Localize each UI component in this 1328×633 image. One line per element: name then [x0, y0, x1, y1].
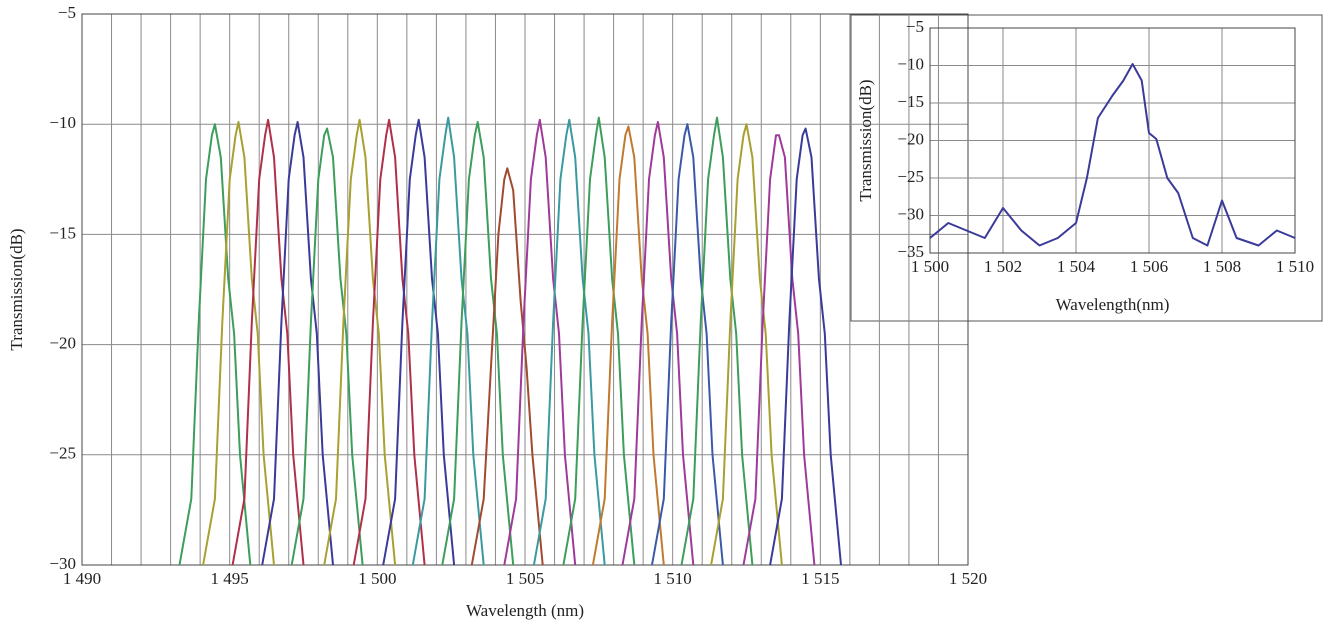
spectrum-line: [352, 118, 426, 566]
y-tick-label: −25: [897, 167, 924, 186]
x-tick-label: 1 520: [949, 569, 987, 588]
spectrum-line: [742, 134, 816, 566]
y-tick-label: −15: [49, 223, 76, 242]
spectrum-line: [178, 123, 252, 566]
spectrum-line: [769, 127, 842, 566]
spectrum-line: [710, 123, 783, 566]
x-tick-label: 1 500: [911, 257, 949, 276]
spectrum-line: [591, 125, 665, 566]
x-tick-label: 1 510: [1276, 257, 1314, 276]
x-tick-label: 1 490: [63, 569, 101, 588]
x-tick-label: 1 506: [1130, 257, 1168, 276]
y-axis-label: Transmission(dB): [7, 228, 26, 350]
plot-frame: [929, 27, 1296, 254]
spectrum-line: [562, 116, 636, 566]
x-tick-label: 1 515: [801, 569, 839, 588]
spectrum-line: [621, 121, 695, 566]
spectrum-line: [929, 63, 1296, 247]
x-axis-label: Wavelength (nm): [466, 601, 584, 620]
x-tick-label: 1 504: [1057, 257, 1096, 276]
y-tick-label: −25: [49, 444, 76, 463]
spectrum-line: [680, 116, 754, 566]
y-tick-label: −5: [906, 17, 924, 36]
x-tick-label: 1 508: [1203, 257, 1241, 276]
plot-frame: [81, 13, 969, 566]
y-tick-label: −20: [49, 334, 76, 353]
spectrum-line: [411, 116, 485, 566]
spectrum-line: [382, 118, 456, 566]
y-tick-label: −5: [58, 3, 76, 22]
y-tick-label: −30: [49, 554, 76, 573]
y-tick-label: −10: [49, 113, 76, 132]
x-axis-label: Wavelength(nm): [1056, 295, 1170, 314]
spectrum-line: [202, 121, 275, 566]
x-tick-label: 1 495: [211, 569, 249, 588]
y-tick-label: −10: [897, 54, 924, 73]
x-tick-label: 1 510: [654, 569, 692, 588]
spectrum-line: [323, 118, 397, 566]
y-axis-label: Transmission(dB): [856, 79, 875, 201]
y-tick-label: −20: [897, 129, 924, 148]
y-tick-label: −15: [897, 92, 924, 111]
y-tick-label: −30: [897, 204, 924, 223]
spectrum-line: [261, 121, 334, 566]
x-tick-label: 1 505: [506, 569, 544, 588]
x-tick-label: 1 502: [984, 257, 1022, 276]
spectrum-line: [651, 123, 724, 566]
spectrum-line: [231, 118, 305, 566]
spectrum-line: [503, 118, 577, 566]
spectrum-line: [441, 121, 515, 566]
spectrum-line: [470, 167, 544, 566]
x-tick-label: 1 500: [358, 569, 396, 588]
spectrum-line: [532, 118, 606, 566]
spectrum-line: [290, 127, 364, 566]
y-tick-label: −35: [897, 242, 924, 261]
